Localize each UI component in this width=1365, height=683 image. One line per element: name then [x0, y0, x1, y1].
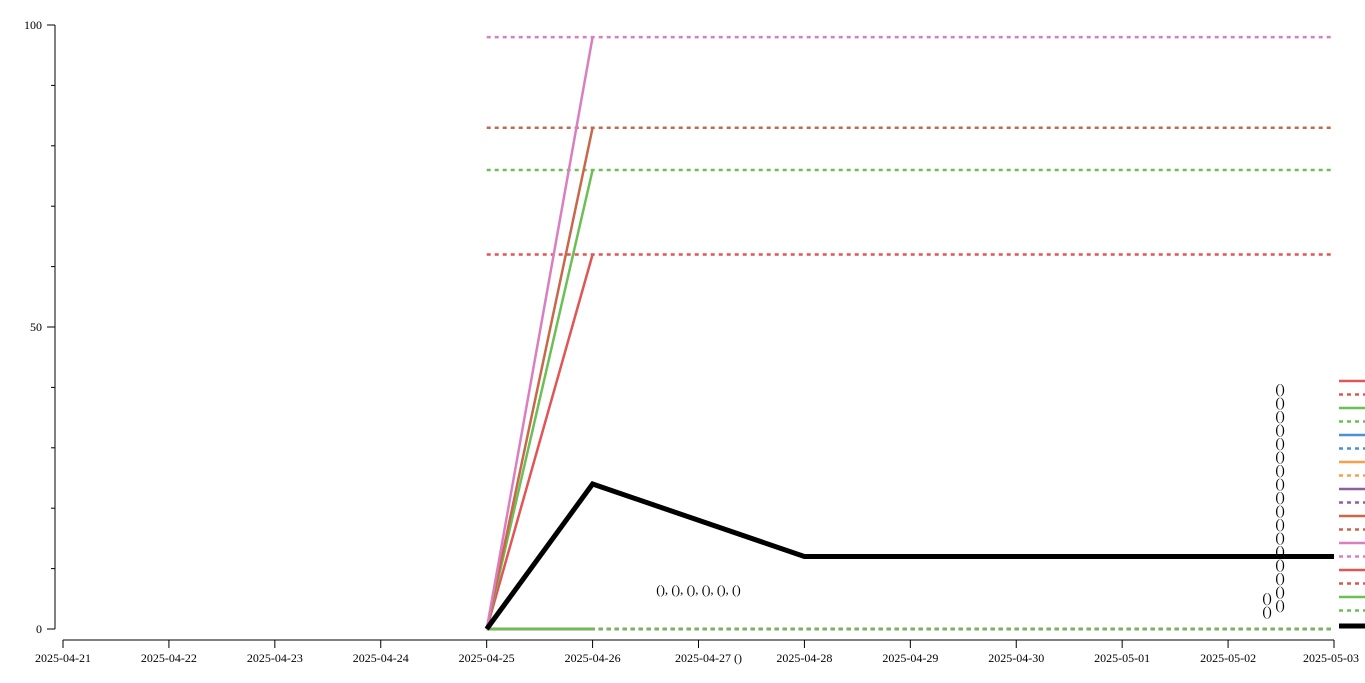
- paren-stack-label: (): [1275, 585, 1285, 600]
- x-tick-label: 2025-04-23: [247, 651, 303, 665]
- x-tick-label: 2025-04-26: [565, 651, 621, 665]
- y-tick-label: 0: [36, 622, 42, 636]
- series-line-3: [485, 169, 594, 630]
- x-tick-label: 2025-04-30: [988, 651, 1044, 665]
- paren-stack-label: (): [1275, 450, 1285, 465]
- annotations-group: (), (), (), (), (), ()()()()()()()()()()…: [656, 382, 1285, 619]
- paren-stack-label: (): [1275, 571, 1285, 586]
- paren-stack-label: (): [1275, 423, 1285, 438]
- x-tick-label: 2025-05-02: [1200, 651, 1256, 665]
- series-line-19: [484, 481, 1334, 631]
- x-tick-label: 2025-04-28: [776, 651, 832, 665]
- paren-stack-label: (): [1275, 463, 1285, 478]
- x-tick-label: 2025-04-22: [141, 651, 197, 665]
- x-tick-label: 2025-04-27 (): [675, 651, 742, 665]
- paren-stack-label: (): [1275, 436, 1285, 451]
- paren-stack-label: (): [1275, 544, 1285, 559]
- series-line-11: [485, 127, 594, 630]
- y-tick-label: 50: [30, 320, 42, 334]
- paren-stack-label: (): [1275, 396, 1285, 411]
- x-tick-label: 2025-04-21: [35, 651, 91, 665]
- y-tick-label: 100: [24, 18, 42, 32]
- series-line-13: [485, 36, 594, 630]
- x-axis: 2025-04-21 2025-04-22 2025-04-23 2025-04-24…: [35, 639, 1359, 665]
- legend: [1339, 379, 1365, 629]
- x-tick-label: 2025-04-29: [882, 651, 938, 665]
- paren-stack-label: (): [1275, 504, 1285, 519]
- x-tick-label: 2025-05-01: [1094, 651, 1150, 665]
- x-tick-label: 2025-04-25: [459, 651, 515, 665]
- x-tick-label: 2025-04-24: [353, 651, 409, 665]
- paren-stack-label: (): [1275, 490, 1285, 505]
- series-group: [484, 35, 1334, 631]
- paren-stack-label: (): [1275, 531, 1285, 546]
- paren-stack-label: (): [1275, 598, 1285, 613]
- paren-pair-label: (): [1262, 591, 1272, 606]
- paren-pair-label: (): [1262, 605, 1272, 620]
- paren-stack-label: (): [1275, 517, 1285, 532]
- paren-stack-label: (): [1275, 409, 1285, 424]
- annotation-label: (), (), (), (), (), (): [656, 582, 740, 597]
- x-tick-label: 2025-05-03: [1303, 651, 1359, 665]
- series-line-1: [485, 254, 594, 630]
- paren-stack-label: (): [1275, 477, 1285, 492]
- y-axis: 0 50 100: [24, 18, 56, 636]
- paren-stack-label: (): [1275, 558, 1285, 573]
- paren-stack-label: (): [1275, 382, 1285, 397]
